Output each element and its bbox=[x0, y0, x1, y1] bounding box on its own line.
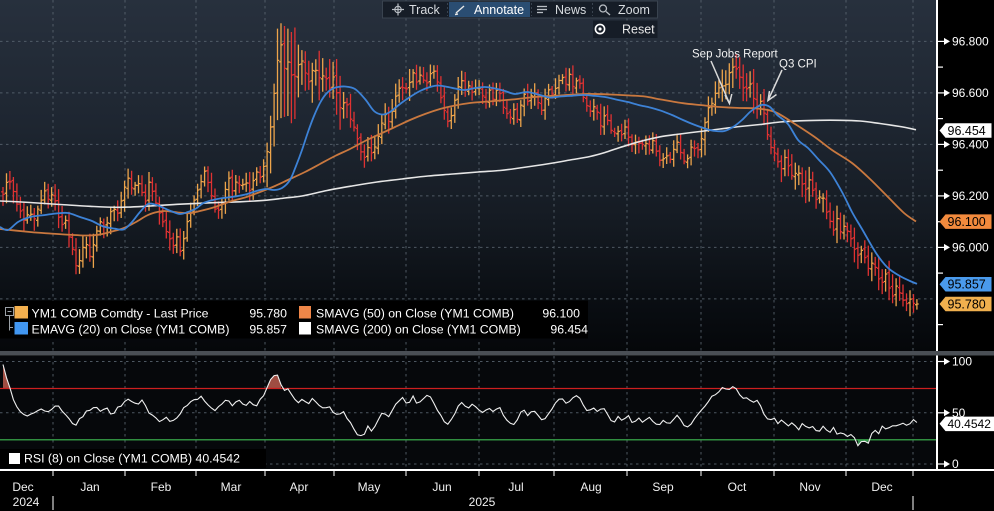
svg-text:Oct: Oct bbox=[728, 480, 747, 494]
svg-text:95.780: 95.780 bbox=[249, 307, 287, 321]
svg-text:40.4542: 40.4542 bbox=[948, 417, 992, 431]
svg-text:Annotate: Annotate bbox=[474, 3, 524, 17]
svg-text:SMAVG (50) on Close (YM1 COMB: SMAVG (50) on Close (YM1 COMB) bbox=[316, 307, 514, 321]
svg-text:Aug: Aug bbox=[580, 480, 601, 494]
svg-text:Track: Track bbox=[409, 3, 441, 17]
svg-text:Sep Jobs Report: Sep Jobs Report bbox=[692, 49, 778, 61]
svg-text:EMAVG (20) on Close (YM1 COMB: EMAVG (20) on Close (YM1 COMB) bbox=[32, 323, 230, 337]
svg-text:Jul: Jul bbox=[508, 480, 523, 494]
svg-text:2024: 2024 bbox=[13, 495, 40, 509]
svg-text:96.454: 96.454 bbox=[948, 124, 986, 138]
svg-text:Reset: Reset bbox=[622, 23, 655, 37]
svg-text:2025: 2025 bbox=[469, 495, 496, 509]
svg-text:96.800: 96.800 bbox=[952, 34, 989, 48]
svg-text:Jun: Jun bbox=[432, 480, 451, 494]
svg-text:News: News bbox=[555, 3, 586, 17]
svg-text:Sep: Sep bbox=[652, 480, 674, 494]
svg-text:96.200: 96.200 bbox=[952, 189, 989, 203]
svg-text:96.600: 96.600 bbox=[952, 86, 989, 100]
svg-text:SMAVG (200) on Close (YM1 COM: SMAVG (200) on Close (YM1 COMB) bbox=[316, 323, 521, 337]
svg-text:Q3 CPI: Q3 CPI bbox=[779, 59, 817, 71]
svg-text:Apr: Apr bbox=[290, 480, 309, 494]
svg-text:96.100: 96.100 bbox=[948, 215, 986, 229]
svg-text:Jan: Jan bbox=[80, 480, 99, 494]
svg-text:RSI (8) on Close (YM1 COMB): RSI (8) on Close (YM1 COMB) 40.4542 bbox=[24, 452, 240, 466]
svg-text:YM1 COMB Comdty - Last Price: YM1 COMB Comdty - Last Price bbox=[32, 307, 209, 321]
svg-text:Mar: Mar bbox=[221, 480, 242, 494]
svg-text:0: 0 bbox=[952, 457, 959, 471]
svg-text:95.857: 95.857 bbox=[249, 323, 287, 337]
svg-text:50: 50 bbox=[952, 406, 966, 420]
svg-text:95.857: 95.857 bbox=[948, 278, 986, 292]
svg-text:95.780: 95.780 bbox=[948, 297, 986, 311]
svg-text:Nov: Nov bbox=[799, 480, 820, 494]
svg-text:100: 100 bbox=[952, 355, 972, 369]
svg-text:96.000: 96.000 bbox=[952, 240, 989, 254]
svg-text:Dec: Dec bbox=[12, 480, 33, 494]
svg-text:Feb: Feb bbox=[151, 480, 172, 494]
svg-text:May: May bbox=[358, 480, 381, 494]
svg-text:Zoom: Zoom bbox=[618, 3, 650, 17]
svg-text:96.100: 96.100 bbox=[542, 307, 580, 321]
svg-text:Dec: Dec bbox=[871, 480, 892, 494]
svg-text:96.454: 96.454 bbox=[550, 323, 588, 337]
svg-text:96.400: 96.400 bbox=[952, 137, 989, 151]
